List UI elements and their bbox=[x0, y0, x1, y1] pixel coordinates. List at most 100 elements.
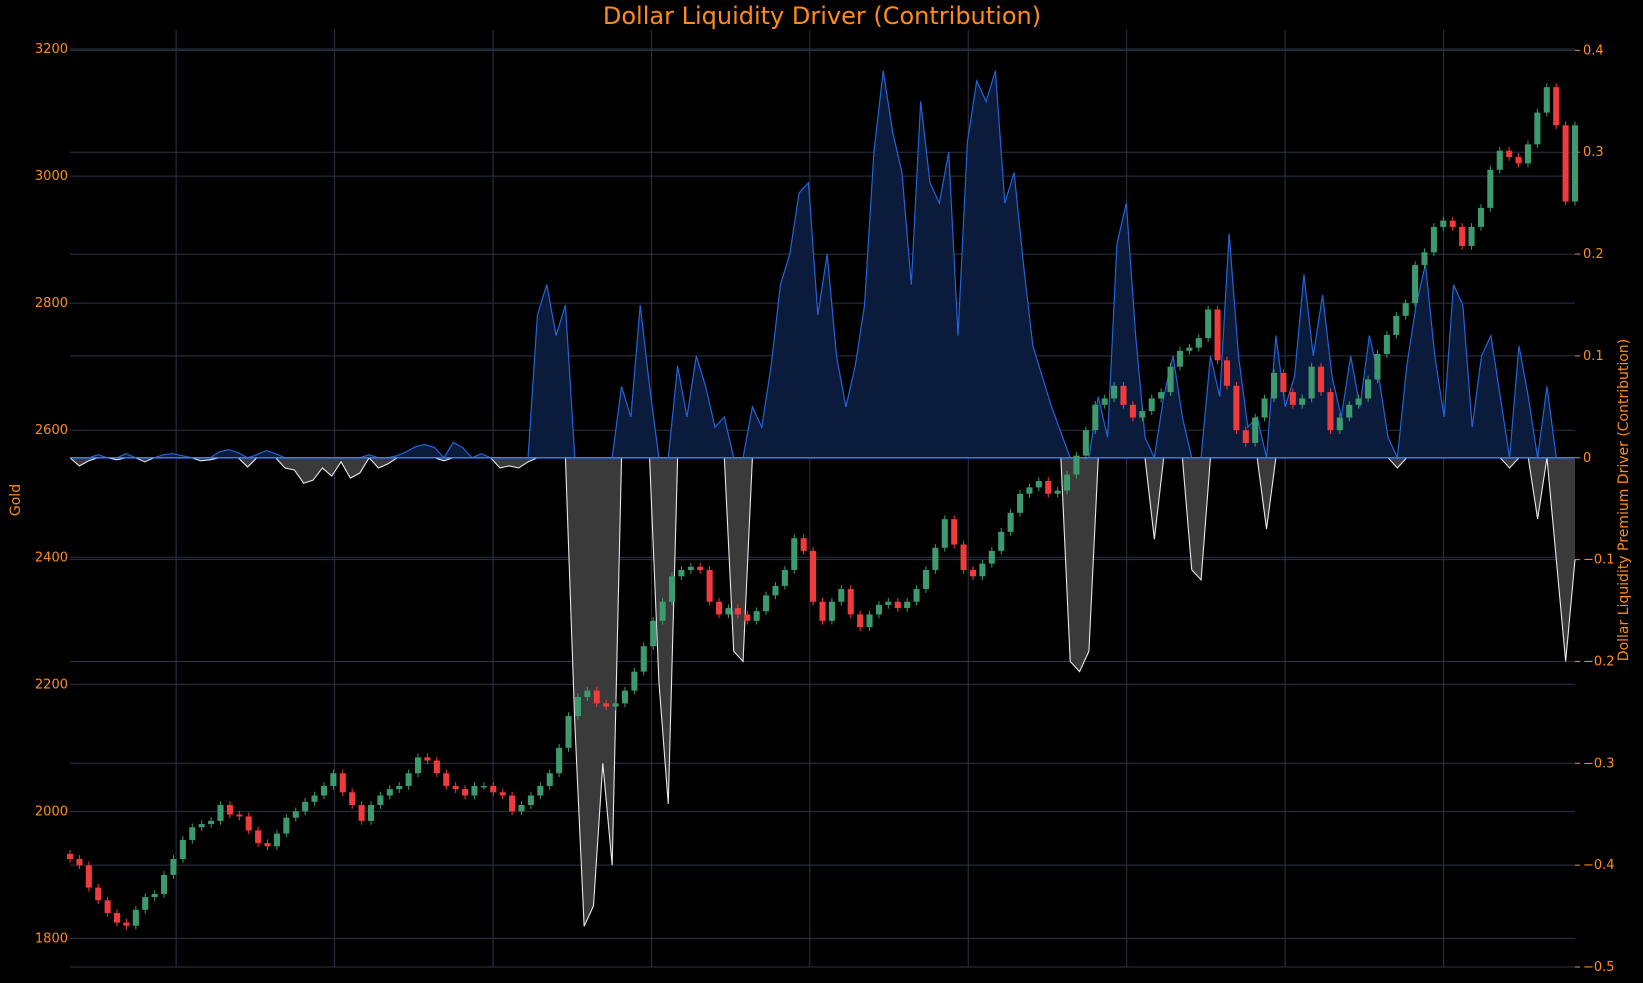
candle-body bbox=[631, 671, 638, 691]
candle-body bbox=[452, 785, 459, 790]
candle-body bbox=[1317, 366, 1325, 393]
candle-body bbox=[189, 827, 196, 840]
candle-body bbox=[1195, 338, 1202, 348]
candle-body bbox=[1233, 385, 1240, 431]
candle-body bbox=[264, 843, 271, 847]
candle-body bbox=[763, 595, 770, 612]
candle-body bbox=[1506, 150, 1513, 158]
tick-labels: 1800 2000 2200 2400 2600 2800 3000 3200 −0.5 −0.4… bbox=[35, 42, 1615, 975]
candle-body bbox=[1383, 334, 1390, 354]
candle-body bbox=[255, 830, 262, 844]
candle-body bbox=[1336, 417, 1343, 431]
positive-area-fill bbox=[70, 70, 1575, 458]
left-axis-title: Gold bbox=[8, 484, 24, 516]
candle-body bbox=[1158, 392, 1165, 399]
candle-body bbox=[1026, 487, 1033, 494]
candle-body bbox=[1308, 366, 1315, 399]
candle-body bbox=[85, 865, 92, 888]
candle-body bbox=[1167, 366, 1174, 393]
right-tick-label: −0.1 bbox=[1583, 553, 1615, 568]
right-tick-label: −0.5 bbox=[1583, 960, 1615, 975]
candle-body bbox=[810, 550, 817, 602]
candle-body bbox=[104, 900, 111, 914]
candle-body bbox=[1365, 379, 1372, 399]
candle-body bbox=[838, 589, 845, 602]
candle-body bbox=[396, 785, 403, 790]
candle-body bbox=[998, 531, 1005, 551]
candle-body bbox=[546, 773, 553, 786]
candle-body bbox=[1261, 398, 1268, 418]
candle-body bbox=[1355, 398, 1362, 405]
candle-body bbox=[1346, 404, 1353, 418]
left-tick-label: 2600 bbox=[35, 423, 68, 438]
candle-body bbox=[1393, 315, 1400, 335]
candle-body bbox=[697, 566, 704, 570]
candle-body bbox=[349, 792, 356, 806]
candle-body bbox=[744, 614, 751, 621]
candle-body bbox=[1534, 112, 1541, 145]
candle-body bbox=[1252, 417, 1259, 443]
candle-body bbox=[170, 859, 177, 875]
candle-body bbox=[772, 585, 779, 596]
candle-body bbox=[518, 805, 525, 812]
candle-body bbox=[490, 785, 497, 793]
candle-body bbox=[1449, 220, 1456, 227]
candle-body bbox=[1477, 207, 1484, 227]
candle-body bbox=[621, 690, 629, 704]
candle-body bbox=[866, 614, 873, 628]
left-tick-label: 3200 bbox=[35, 42, 68, 57]
candle-body bbox=[1214, 309, 1221, 361]
candle-body bbox=[509, 795, 516, 812]
candle-body bbox=[828, 601, 835, 621]
candle-body bbox=[499, 792, 506, 796]
candle-body bbox=[1562, 125, 1569, 202]
candle-body bbox=[377, 795, 384, 806]
candle-body bbox=[123, 922, 130, 926]
candle-body bbox=[1524, 144, 1532, 164]
candle-body bbox=[527, 795, 534, 806]
candle-body bbox=[1129, 404, 1136, 418]
right-tick-label: 0.2 bbox=[1583, 247, 1604, 262]
right-tick-label: −0.3 bbox=[1583, 756, 1615, 771]
right-tick-label: 0 bbox=[1583, 451, 1591, 466]
candle-body bbox=[1148, 398, 1155, 412]
candle-body bbox=[734, 608, 741, 615]
candle-body bbox=[1016, 493, 1024, 513]
candle-body bbox=[1101, 398, 1108, 405]
candle-body bbox=[1374, 353, 1381, 380]
candle-body bbox=[1299, 398, 1306, 405]
negative-area-line bbox=[69, 456, 1576, 927]
candle-body bbox=[208, 820, 215, 825]
candle-body bbox=[95, 887, 102, 901]
candle-body bbox=[612, 703, 619, 707]
candle-body bbox=[819, 601, 826, 621]
candle-body bbox=[1092, 404, 1099, 431]
candle-body bbox=[405, 773, 412, 786]
candle-body bbox=[1571, 125, 1579, 202]
candle-body bbox=[875, 604, 882, 615]
right-tick-label: 0.1 bbox=[1583, 349, 1604, 364]
candle-body bbox=[857, 614, 864, 628]
candle-body bbox=[1270, 373, 1278, 399]
left-tick-label: 2000 bbox=[35, 804, 68, 819]
negative-area-fill bbox=[70, 457, 1575, 927]
candle-body bbox=[593, 690, 600, 704]
candle-body bbox=[151, 893, 158, 898]
candle-body bbox=[132, 909, 139, 926]
candle-body bbox=[951, 519, 958, 545]
candle-body bbox=[386, 789, 393, 796]
candle-body bbox=[932, 547, 939, 570]
candle-body bbox=[142, 897, 149, 910]
candle-body bbox=[283, 817, 290, 834]
candle-body bbox=[1082, 430, 1089, 456]
candle-body bbox=[1468, 226, 1475, 246]
candle-body bbox=[1064, 474, 1071, 491]
candle-body bbox=[678, 569, 685, 577]
candle-body bbox=[1327, 392, 1334, 431]
candle-body bbox=[1186, 347, 1193, 351]
candle-body bbox=[800, 538, 807, 551]
candle-body bbox=[904, 601, 911, 609]
candle-body bbox=[292, 811, 299, 818]
